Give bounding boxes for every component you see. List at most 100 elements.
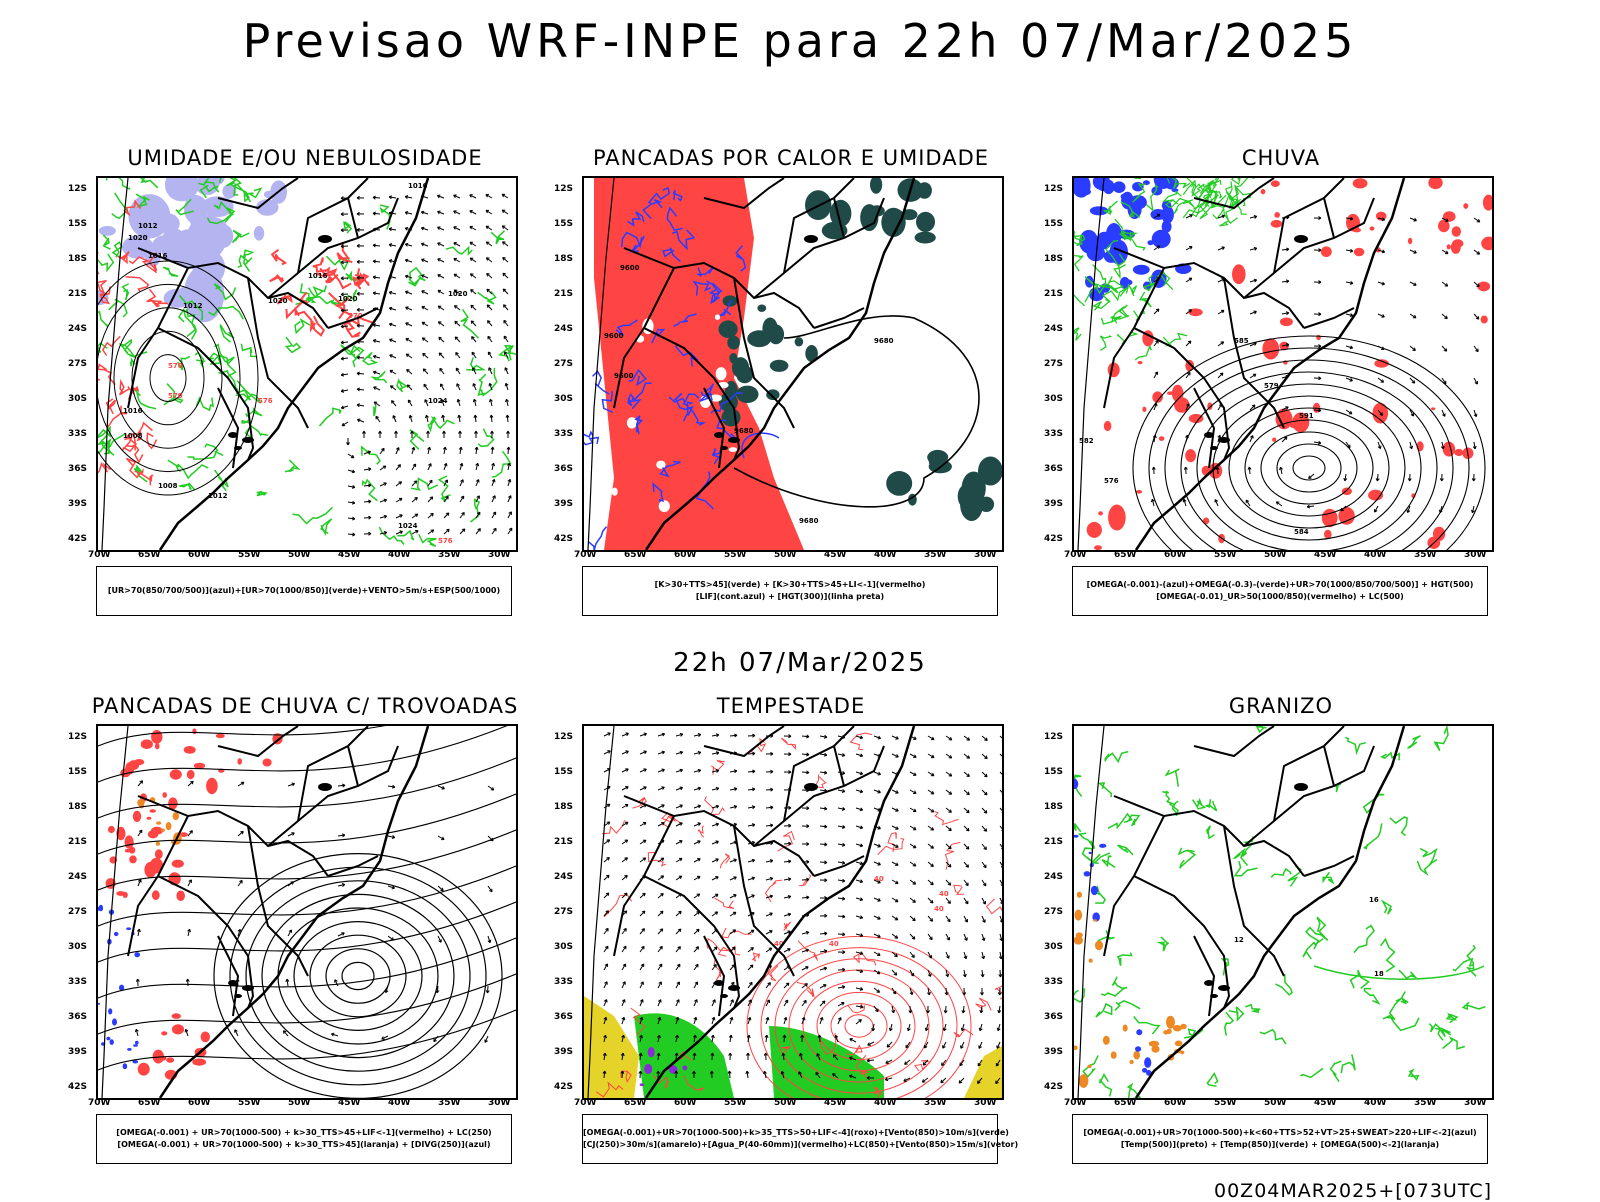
latitude-tick-label: 39S — [554, 1047, 573, 1057]
contour-label: 40 — [939, 890, 949, 898]
latitude-tick-label: 12S — [1044, 184, 1063, 194]
longitude-tick-label: 30W — [488, 550, 510, 560]
latitude-tick-label: 21S — [554, 837, 573, 847]
latitude-tick-label: 33S — [68, 977, 87, 987]
latitude-tick-label: 24S — [554, 324, 573, 334]
panel-title: PANCADAS POR CALOR E UMIDADE — [526, 146, 1056, 170]
longitude-tick-label: 35W — [1414, 550, 1436, 560]
latitude-tick-label: 42S — [68, 1082, 87, 1092]
latitude-tick-label: 27S — [68, 359, 87, 369]
contour-label: 570 — [168, 362, 183, 370]
longitude-tick-label: 60W — [188, 550, 210, 560]
longitude-tick-label: 40W — [874, 1098, 896, 1108]
latitude-tick-label: 18S — [554, 254, 573, 264]
longitude-tick-label: 70W — [88, 550, 110, 560]
latitude-tick-label: 21S — [1044, 837, 1063, 847]
latitude-tick-label: 12S — [1044, 732, 1063, 742]
longitude-tick-label: 65W — [138, 550, 160, 560]
latitude-tick-label: 33S — [554, 429, 573, 439]
latitude-tick-label: 18S — [68, 802, 87, 812]
legend-line: [K>30+TTS>45](verde) + [K>30+TTS>45+LI<-… — [583, 579, 997, 591]
latitude-tick-label: 27S — [68, 907, 87, 917]
panel-title: CHUVA — [1016, 146, 1546, 170]
latitude-tick-label: 12S — [554, 184, 573, 194]
latitude-tick-label: 42S — [1044, 534, 1063, 544]
latitude-tick-label: 27S — [1044, 907, 1063, 917]
longitude-tick-label: 45W — [338, 550, 360, 560]
longitude-tick-label: 45W — [1314, 1098, 1336, 1108]
longitude-tick-label: 30W — [974, 1098, 996, 1108]
latitude-tick-label: 30S — [554, 394, 573, 404]
latitude-tick-label: 30S — [68, 394, 87, 404]
contour-label: 12 — [1234, 936, 1244, 944]
contour-label: 584 — [1294, 528, 1309, 536]
longitude-tick-label: 45W — [1314, 550, 1336, 560]
latitude-tick-label: 27S — [1044, 359, 1063, 369]
legend-line: [OMEGA(-0.01)_UR>50(1000/850)(vermelho) … — [1073, 591, 1487, 603]
contour-label: 582 — [1079, 437, 1094, 445]
contour-label: 1020 — [338, 295, 358, 303]
contour-label: 576 — [1104, 477, 1119, 485]
latitude-tick-label: 15S — [554, 767, 573, 777]
longitude-tick-label: 55W — [238, 550, 260, 560]
longitude-tick-label: 45W — [824, 550, 846, 560]
latitude-tick-label: 30S — [68, 942, 87, 952]
longitude-tick-label: 45W — [824, 1098, 846, 1108]
latitude-tick-label: 42S — [554, 1082, 573, 1092]
longitude-tick-label: 70W — [1064, 550, 1086, 560]
latitude-tick-label: 24S — [68, 872, 87, 882]
longitude-tick-label: 70W — [88, 1098, 110, 1108]
latitude-tick-label: 30S — [1044, 394, 1063, 404]
contour-label: 576 — [438, 537, 453, 545]
legend-box: [UR>70(850/700/500)](azul)+[UR>70(1000/8… — [96, 566, 512, 616]
legend-line: [OMEGA(-0.001) + UR>70(1000-500) + k>30_… — [97, 1127, 511, 1139]
legend-line: [UR>70(850/700/500)](azul)+[UR>70(1000/8… — [97, 585, 511, 597]
longitude-tick-label: 55W — [1214, 1098, 1236, 1108]
latitude-tick-label: 18S — [68, 254, 87, 264]
contour-label: 16 — [1369, 896, 1379, 904]
latitude-tick-label: 18S — [1044, 254, 1063, 264]
longitude-tick-label: 55W — [724, 550, 746, 560]
latitude-tick-label: 24S — [554, 872, 573, 882]
legend-line: [CJ(250)>30m/s](amarelo)+[Agua_P(40-60mm… — [583, 1139, 997, 1151]
contour-label: 9680 — [799, 517, 819, 525]
latitude-tick-label: 15S — [554, 219, 573, 229]
longitude-tick-label: 60W — [1164, 1098, 1186, 1108]
latitude-tick-label: 12S — [68, 184, 87, 194]
longitude-tick-label: 55W — [724, 1098, 746, 1108]
latitude-tick-label: 36S — [554, 464, 573, 474]
latitude-tick-label: 39S — [68, 499, 87, 509]
longitude-tick-label: 50W — [774, 1098, 796, 1108]
panel-title: TEMPESTADE — [526, 694, 1056, 718]
latitude-tick-label: 15S — [1044, 219, 1063, 229]
longitude-tick-label: 45W — [338, 1098, 360, 1108]
panel-title: PANCADAS DE CHUVA C/ TROVOADAS — [40, 694, 570, 718]
longitude-tick-label: 30W — [488, 1098, 510, 1108]
legend-box: [OMEGA(-0.001) + UR>70(1000-500) + k>30_… — [96, 1114, 512, 1164]
longitude-tick-label: 65W — [138, 1098, 160, 1108]
legend-box: [K>30+TTS>45](verde) + [K>30+TTS>45+LI<-… — [582, 566, 998, 616]
latitude-tick-label: 15S — [68, 219, 87, 229]
panel-title: GRANIZO — [1016, 694, 1546, 718]
contour-label: 1016 — [308, 272, 328, 280]
longitude-tick-label: 65W — [624, 1098, 646, 1108]
latitude-tick-label: 30S — [554, 942, 573, 952]
contour-label: 40 — [934, 905, 944, 913]
contour-label: 9680 — [874, 337, 894, 345]
latitude-tick-label: 21S — [1044, 289, 1063, 299]
longitude-tick-label: 30W — [1464, 1098, 1486, 1108]
longitude-tick-label: 40W — [1364, 550, 1386, 560]
contour-label: 579 — [1264, 382, 1279, 390]
legend-box: [OMEGA(-0.001)+UR>70(1000-500)+k>35_TTS>… — [582, 1114, 998, 1164]
latitude-tick-label: 12S — [554, 732, 573, 742]
map-canvas — [98, 726, 516, 1098]
longitude-tick-label: 50W — [288, 550, 310, 560]
